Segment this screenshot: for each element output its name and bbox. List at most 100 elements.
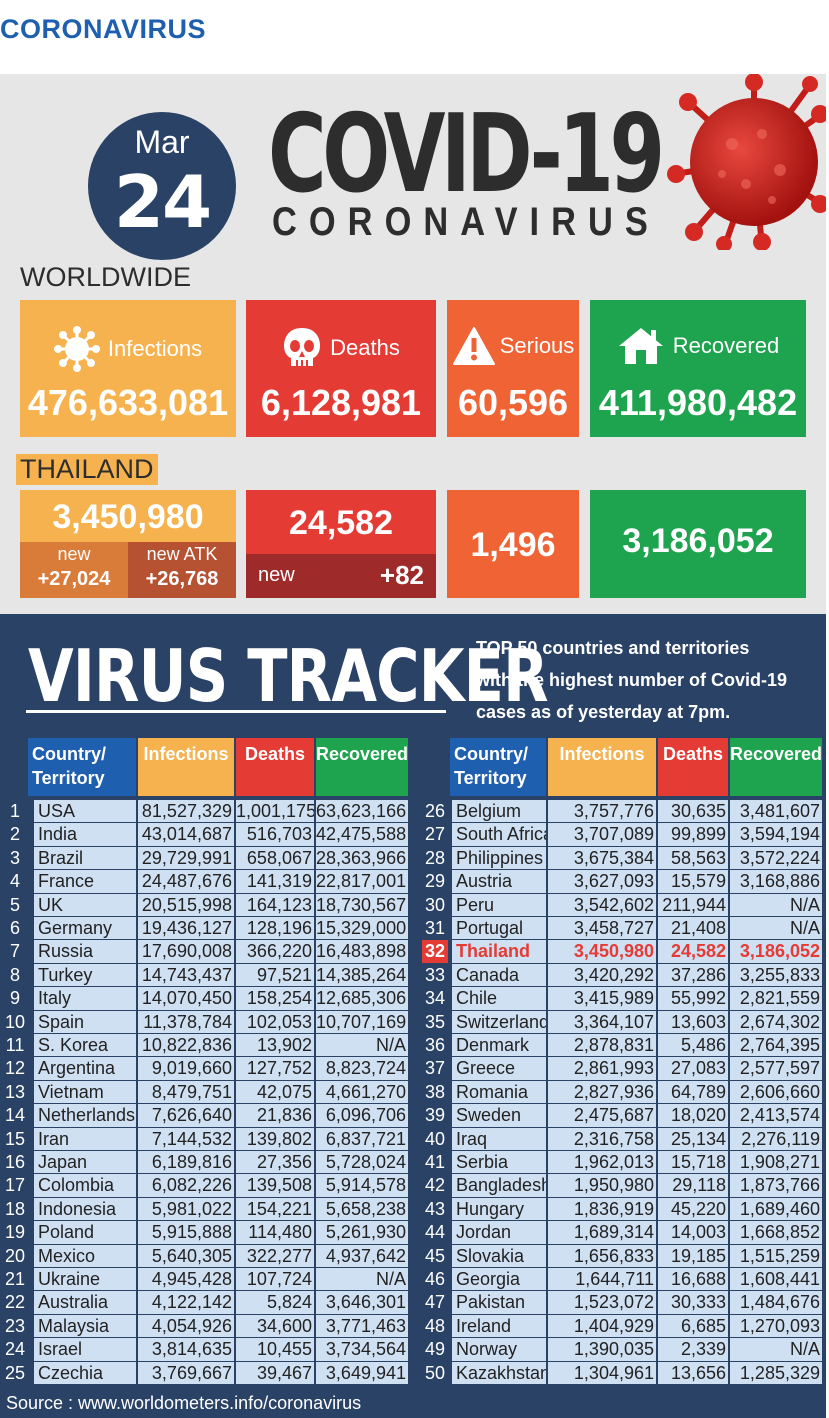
thailand-new-atk-value: +26,768 [145,568,219,590]
row-rank: 9 [9,988,20,1009]
row-recovered: 1,668,852 [730,1221,822,1244]
source-footer: Source : www.worldometers.info/coronavir… [0,1388,826,1418]
row-infections: 1,689,314 [548,1221,656,1244]
row-infections: 19,436,127 [138,917,234,940]
col-country-line1: Country/ [454,744,528,764]
row-country: Russia [34,940,136,963]
row-rank: 46 [424,1269,446,1289]
table-row: 6 Germany 19,436,127 128,196 15,329,000 [0,917,826,940]
worldwide-deaths-card: Deaths 6,128,981 [246,300,436,437]
row-deaths: 64,789 [658,1080,728,1104]
row-infections: 5,981,022 [138,1197,234,1221]
thailand-serious-card: 1,496 [447,490,579,598]
row-infections: 3,542,602 [548,893,656,916]
col-country-left: Country/Territory [28,738,136,796]
row-infections: 3,627,093 [548,870,656,893]
thailand-deaths-new-label: new [258,564,295,586]
row-infections: 2,475,687 [548,1104,656,1127]
row-rank: 31 [424,918,446,938]
row-infections: 5,640,305 [138,1244,234,1267]
table-row: 5 UK 20,515,998 164,123 18,730,567 [0,893,826,917]
row-country: Japan [34,1151,136,1174]
row-recovered: 3,572,224 [730,846,822,870]
row-rank: 20 [4,1245,26,1266]
row-rank: 33 [424,964,446,985]
col-recovered-left: Recovered [316,738,408,796]
row-infections: 2,316,758 [548,1127,656,1150]
thailand-label: THAILAND [16,454,158,485]
row-rank: 5 [9,894,20,915]
table-row: 13 Vietnam 8,479,751 42,075 4,661,270 [0,1080,826,1104]
row-rank: 29 [424,871,446,892]
row-deaths: 27,083 [658,1057,728,1080]
table-row: 47 Pakistan 1,523,072 30,333 1,484,676 [0,1291,826,1314]
row-deaths: 21,408 [658,917,728,940]
row-recovered: N/A [316,1268,408,1291]
row-country: Portugal [452,917,546,940]
table-row: 18 Indonesia 5,981,022 154,221 5,658,238 [0,1197,826,1221]
tracker-description: TOP 50 countries and territories with th… [476,632,787,728]
table-row: 23 Malaysia 4,054,926 34,600 3,771,463 [0,1314,826,1338]
coronavirus-illustration [667,74,826,250]
row-rank: 28 [424,847,446,868]
row-rank: 25 [4,1362,26,1383]
row-recovered: 22,817,001 [316,870,408,893]
row-country: Jordan [452,1221,546,1244]
row-country: Poland [34,1221,136,1244]
tracker-desc-rest: countries and territories [537,638,750,658]
row-infections: 2,827,936 [548,1080,656,1104]
table-row: 30 Peru 3,542,602 211,944 N/A [0,893,826,917]
col-country-line2: Territory [32,768,105,788]
row-recovered: N/A [730,893,822,916]
row-recovered: 4,937,642 [316,1244,408,1267]
table-row: 45 Slovakia 1,656,833 19,185 1,515,259 [0,1244,826,1268]
row-deaths: 27,356 [236,1151,314,1174]
row-rank: 38 [424,1081,446,1102]
row-infections: 3,420,292 [548,963,656,987]
recovered-label: Recovered [672,333,780,358]
row-recovered: 10,707,169 [316,1010,408,1033]
row-rank: 50 [424,1362,446,1383]
worldwide-infections-value: 476,633,081 [27,382,229,423]
row-recovered: 2,413,574 [730,1104,822,1127]
thailand-new-cell: new +27,024 [20,542,128,598]
row-country: Thailand [452,940,546,963]
table-row: 28 Philippines 3,675,384 58,563 3,572,224 [0,846,826,870]
row-rank: 23 [4,1315,26,1336]
row-infections: 2,878,831 [548,1034,656,1057]
row-country: Indonesia [34,1197,136,1221]
row-country: Czechia [34,1361,136,1384]
row-country: Ukraine [34,1268,136,1291]
row-deaths: 141,319 [236,870,314,893]
table-row: 9 Italy 14,070,450 158,254 12,685,306 [0,987,826,1010]
row-country: Italy [34,987,136,1010]
row-infections: 4,945,428 [138,1268,234,1291]
house-icon [618,328,663,364]
row-recovered: 2,821,559 [730,987,822,1010]
row-deaths: 24,582 [658,940,728,963]
row-country: Hungary [452,1197,546,1221]
row-deaths: 15,579 [658,870,728,893]
row-country: Israel [34,1338,136,1361]
row-deaths: 45,220 [658,1197,728,1221]
row-deaths: 97,521 [236,963,314,987]
table-row: 2 India 43,014,687 516,703 42,475,588 [0,823,826,846]
tracker-table: Country/Territory Infections Deaths Reco… [0,738,826,1388]
row-recovered: 3,646,301 [316,1291,408,1314]
row-rank: 45 [424,1245,446,1266]
row-deaths: 128,196 [236,917,314,940]
row-rank: 36 [424,1035,446,1055]
row-country: Ireland [452,1314,546,1338]
row-recovered: 63,623,166 [316,800,408,823]
row-recovered: 3,481,607 [730,800,822,823]
row-deaths: 15,718 [658,1151,728,1174]
row-rank: 34 [424,988,446,1009]
row-deaths: 37,286 [658,963,728,987]
thailand-deaths-card: 24,582 new +82 [246,490,436,598]
row-infections: 5,915,888 [138,1221,234,1244]
row-recovered: 1,285,329 [730,1361,822,1384]
row-deaths: 30,333 [658,1291,728,1314]
col-deaths-right: Deaths [658,738,728,796]
row-rank: 42 [424,1175,446,1196]
col-infections-right: Infections [548,738,656,796]
